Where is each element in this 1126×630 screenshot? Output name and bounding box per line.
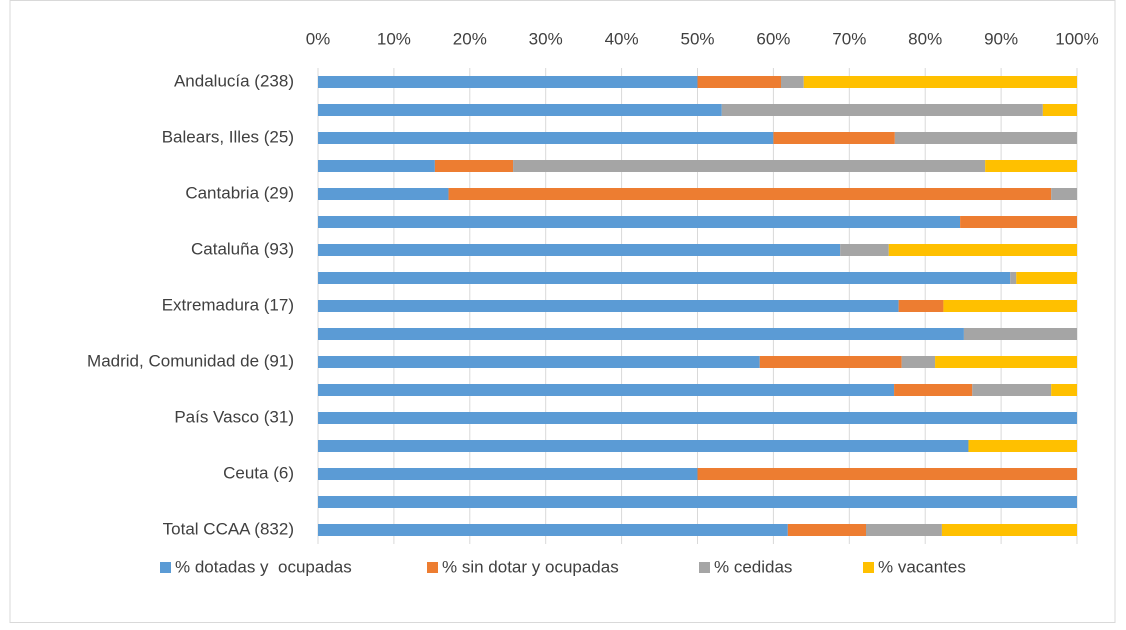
bar-segment [972, 384, 1052, 396]
legend-label: % sin dotar y ocupadas [442, 557, 619, 576]
x-tick-label: 80% [908, 29, 942, 48]
bar-segment [888, 244, 1077, 256]
bar-segment [1016, 272, 1077, 284]
bar-segment [865, 524, 942, 536]
x-tick-label: 0% [306, 29, 331, 48]
bar-segment [318, 188, 449, 200]
bar-segment [943, 300, 1077, 312]
bar-segment [318, 468, 698, 480]
bar-segment [787, 524, 866, 536]
bar-segment [318, 412, 1077, 424]
x-tick-label: 30% [529, 29, 563, 48]
bar-segment [894, 384, 973, 396]
bar-segment [898, 300, 944, 312]
y-tick-label: Total CCAA (832) [163, 519, 294, 538]
x-tick-label: 100% [1055, 29, 1098, 48]
bar-segment [697, 76, 781, 88]
bar-segment [318, 524, 788, 536]
bar-segment [773, 132, 895, 144]
x-tick-label: 20% [453, 29, 487, 48]
bar-segment [318, 76, 698, 88]
y-tick-label: Cataluña (93) [191, 239, 294, 258]
legend-label: % cedidas [714, 557, 792, 576]
x-tick-label: 40% [605, 29, 639, 48]
bar-segment [318, 440, 969, 452]
bar-segment [697, 468, 1077, 480]
bar-segment [318, 216, 961, 228]
bar-segment [318, 160, 435, 172]
bar-segment [985, 160, 1077, 172]
y-tick-label: Cantabria (29) [185, 183, 294, 202]
x-tick-label: 90% [984, 29, 1018, 48]
y-tick-label: Andalucía (238) [174, 71, 294, 90]
bar-segment [318, 104, 722, 116]
bar-segment [318, 272, 1011, 284]
y-tick-label: Ceuta (6) [223, 463, 294, 482]
legend-label: % dotadas y ocupadas [175, 557, 352, 576]
bar-segment [721, 104, 1043, 116]
x-tick-label: 10% [377, 29, 411, 48]
bar-segment [901, 356, 936, 368]
legend-swatch [427, 562, 438, 573]
bar-segment [318, 244, 841, 256]
bar-segment [1051, 384, 1077, 396]
bar-segment [935, 356, 1077, 368]
bar-segment [803, 76, 1077, 88]
bar-segment [318, 132, 774, 144]
bar-segment [1051, 188, 1077, 200]
bar-segment [318, 384, 895, 396]
legend-swatch [863, 562, 874, 573]
bar-segment [780, 76, 804, 88]
y-tick-label: Madrid, Comunidad de (91) [87, 351, 294, 370]
bar-segment [1042, 104, 1077, 116]
bar-segment [513, 160, 986, 172]
legend-label: % vacantes [878, 557, 966, 576]
bar-segment [968, 440, 1077, 452]
y-tick-label: Balears, Illes (25) [162, 127, 294, 146]
bar-segment [318, 356, 760, 368]
bar-segment [963, 328, 1077, 340]
legend-swatch [699, 562, 710, 573]
y-tick-label: País Vasco (31) [174, 407, 294, 426]
bar-segment [318, 300, 899, 312]
bar-segment [941, 524, 1077, 536]
x-tick-label: 60% [756, 29, 790, 48]
bar-segment [1010, 272, 1017, 284]
x-tick-label: 50% [680, 29, 714, 48]
x-tick-label: 70% [832, 29, 866, 48]
bar-segment [434, 160, 514, 172]
bar-segment [759, 356, 902, 368]
bar-segment [448, 188, 1052, 200]
bar-segment [318, 328, 964, 340]
bar-segment [840, 244, 889, 256]
y-tick-label: Extremadura (17) [162, 295, 294, 314]
bar-segment [318, 496, 1077, 508]
bar-segment [894, 132, 1077, 144]
bar-segment [960, 216, 1077, 228]
legend-swatch [160, 562, 171, 573]
